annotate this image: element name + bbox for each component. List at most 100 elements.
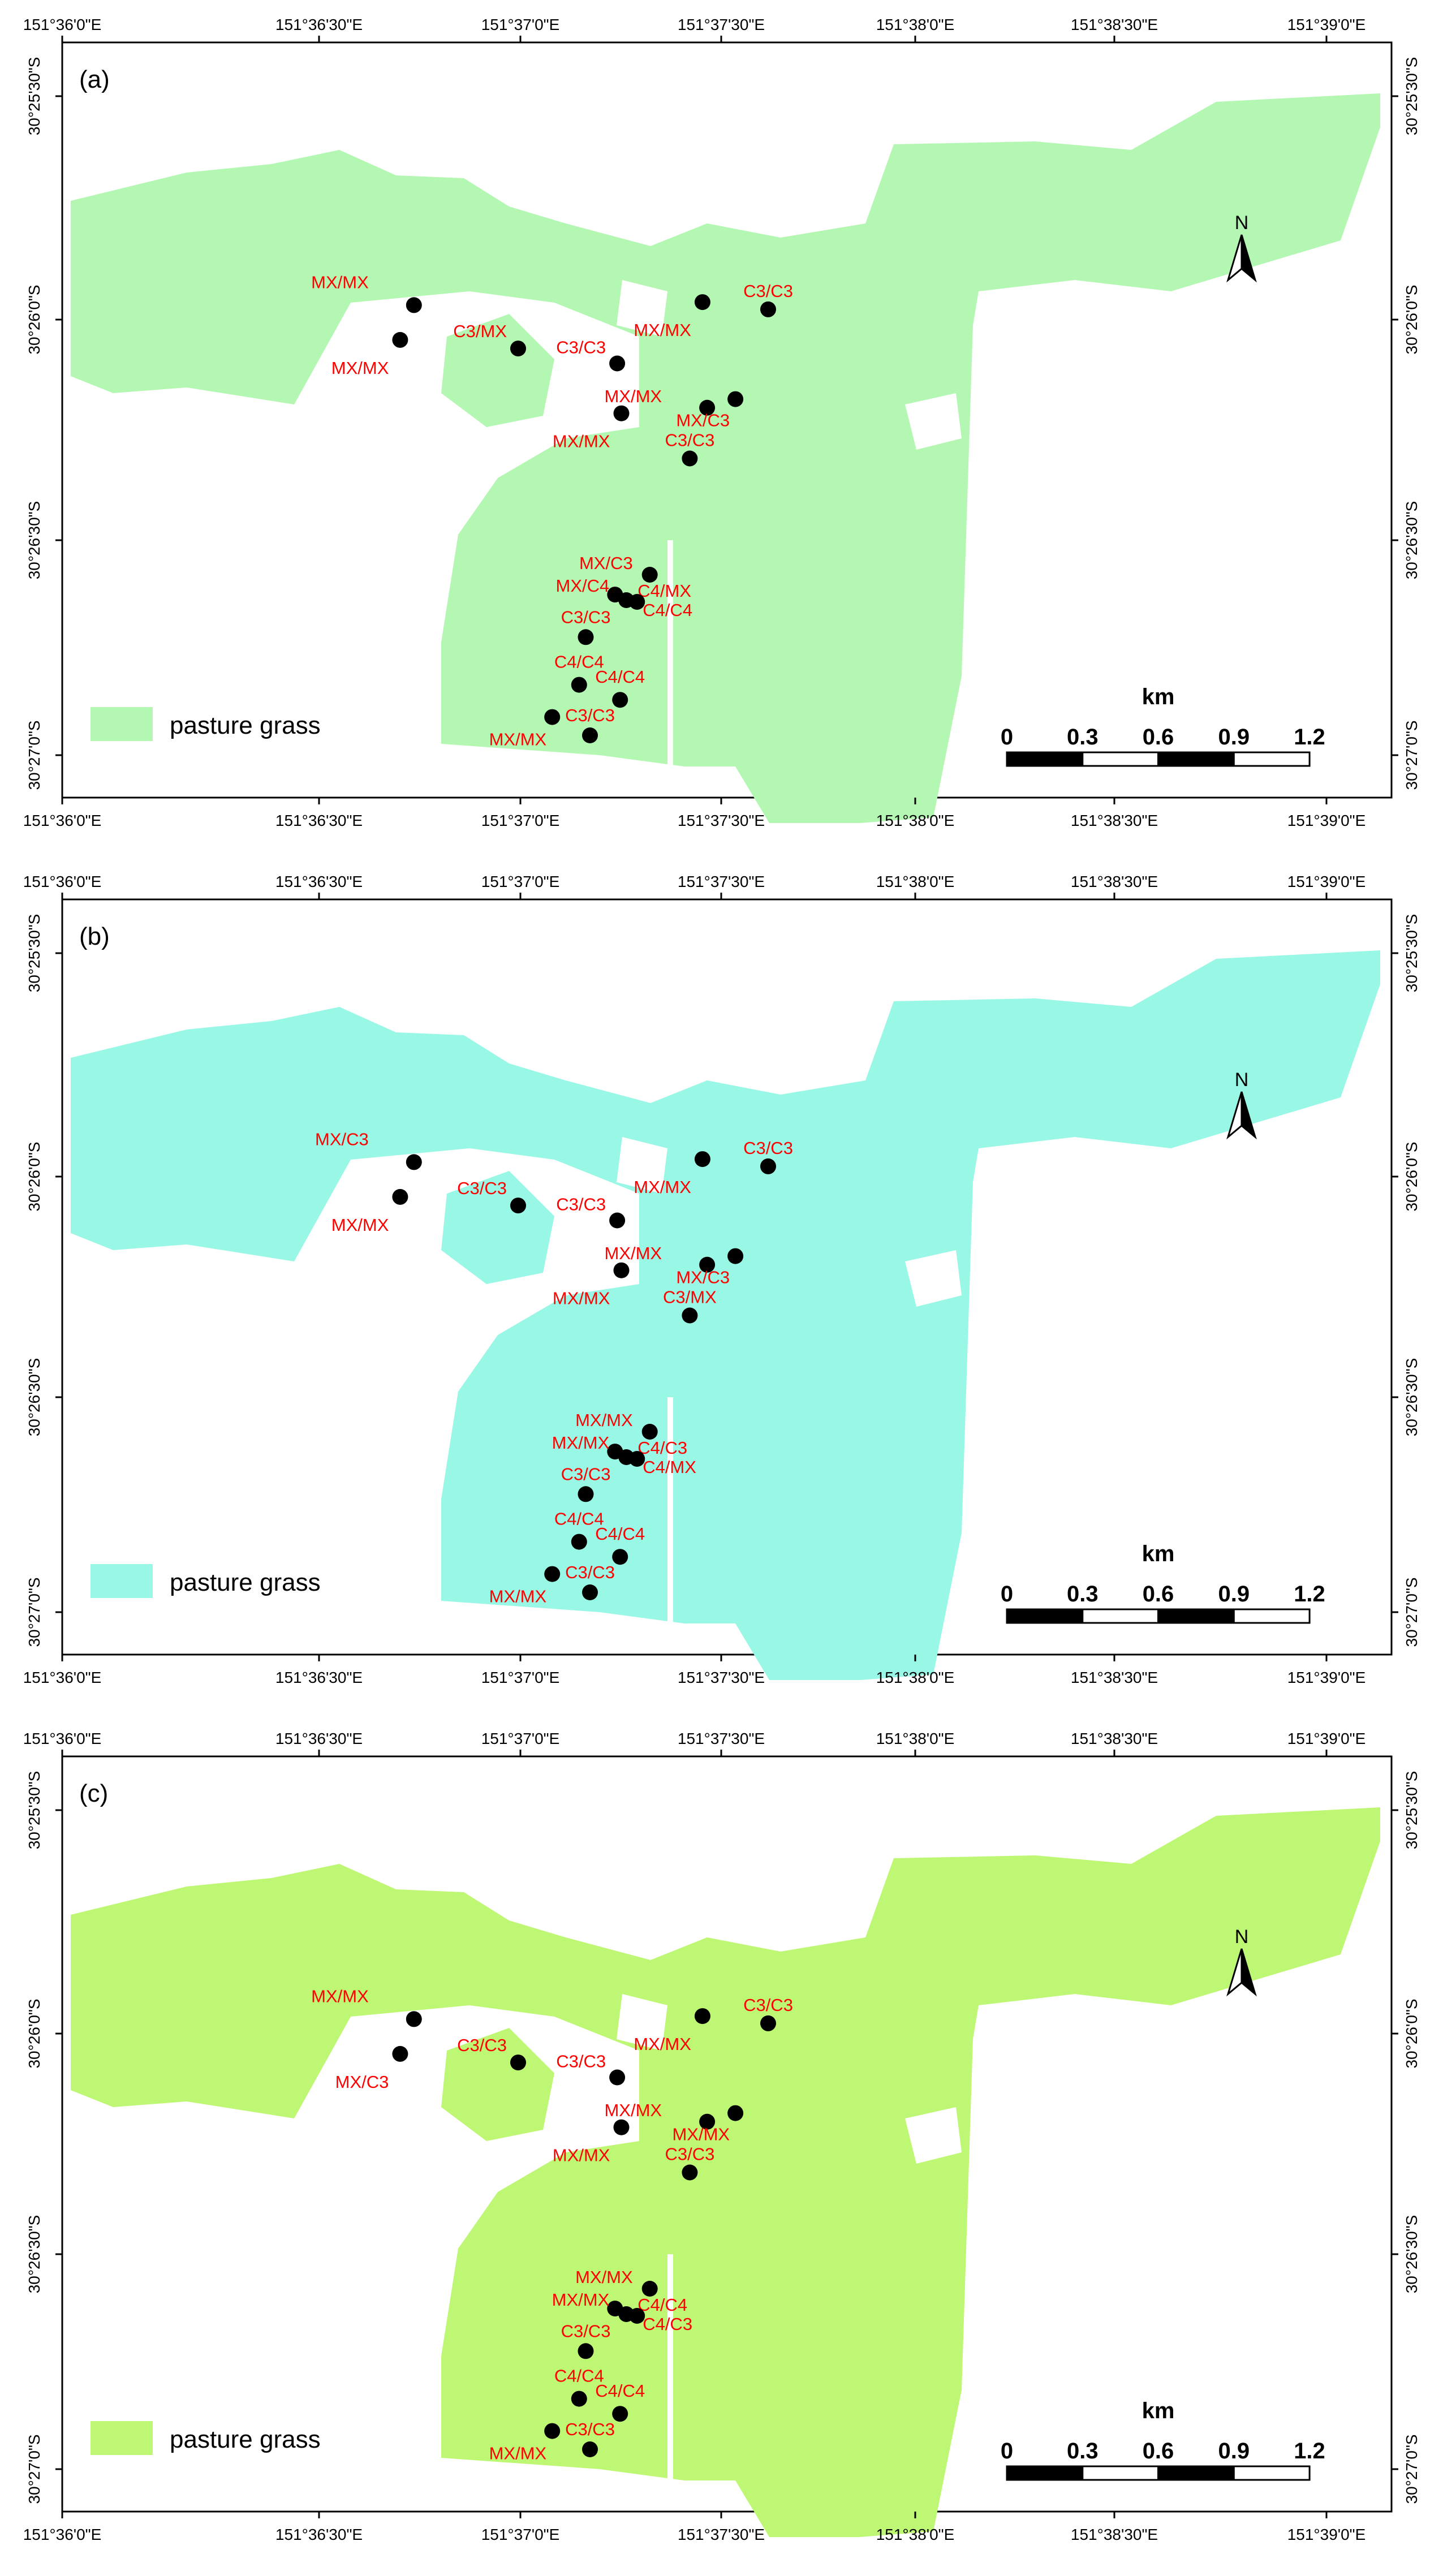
sample-site-label: C3/C3 <box>565 1562 615 1582</box>
scale-tick-label: 0.6 <box>1143 1582 1174 1606</box>
map-panel-b: (b) 151°36'0"E 151°36'0"E 151°36'30"E 151°36… <box>23 873 1420 1686</box>
legend-label: pasture grass <box>170 1569 321 1596</box>
lon-label-bottom: 151°37'30"E <box>678 812 765 829</box>
scale-tick-label: 0.9 <box>1218 2439 1250 2463</box>
sample-site-dot <box>510 1198 526 1214</box>
lon-label-top: 151°36'0"E <box>23 873 102 890</box>
lon-label-top: 151°37'0"E <box>481 1730 560 1747</box>
sample-site-dot <box>582 2441 598 2457</box>
sample-site-dot <box>609 355 626 372</box>
sample-site-label: C3/MX <box>453 321 507 341</box>
sample-site-dot <box>760 301 776 317</box>
sample-site-dot <box>609 1212 626 1229</box>
sample-site-dot <box>699 2113 716 2130</box>
sample-site-label: MX/MX <box>634 320 691 340</box>
sample-site-label: MX/MX <box>553 1289 610 1308</box>
north-arrow-label: N <box>1235 1926 1249 1948</box>
scale-tick-label: 0.6 <box>1143 2439 1174 2463</box>
scale-tick-label: 1.2 <box>1294 2439 1325 2463</box>
lon-label-top: 151°38'30"E <box>1071 1730 1158 1747</box>
lon-label-bottom: 151°36'30"E <box>275 1669 363 1686</box>
sample-site-dot <box>544 709 561 725</box>
lon-label-top: 151°36'30"E <box>275 16 363 33</box>
sample-site-label: C4/C4 <box>595 2381 645 2401</box>
scale-tick-label: 0.9 <box>1218 725 1250 750</box>
legend-label: pasture grass <box>170 712 321 739</box>
sample-site-label: MX/MX <box>575 2267 633 2287</box>
north-arrow-icon <box>1240 1948 1257 1997</box>
scale-segment <box>1157 2465 1235 2481</box>
lon-label-top: 151°39'0"E <box>1287 16 1366 33</box>
sample-site-dot <box>613 2119 630 2135</box>
sample-site-label: C3/C3 <box>665 430 714 450</box>
scale-segment <box>1233 2465 1311 2481</box>
lon-label-bottom: 151°39'0"E <box>1287 2526 1366 2543</box>
sample-site-dot <box>571 1534 587 1550</box>
sample-site-label: C4/C3 <box>643 2314 692 2334</box>
lat-label-left: 30°25'30"S <box>25 57 43 136</box>
scale-tick-label: 0 <box>1001 2439 1013 2463</box>
sample-site-dot <box>641 2281 658 2297</box>
sample-site-dot <box>641 1424 658 1440</box>
sample-site-label: MX/MX <box>331 358 389 378</box>
sample-site-label: C4/MX <box>643 1457 696 1477</box>
sample-site-label: MX/MX <box>634 2034 691 2054</box>
lon-label-bottom: 151°36'0"E <box>23 812 102 829</box>
sample-site-label: MX/C3 <box>579 553 633 573</box>
scale-segment <box>1082 751 1160 767</box>
lat-label-right: 30°26'30"S <box>1403 2215 1420 2294</box>
sample-site-dot <box>629 1451 645 1467</box>
lat-label-right: 30°26'0"S <box>1403 285 1420 354</box>
sample-site-label: C3/C3 <box>457 1178 507 1198</box>
scale-segment <box>1157 751 1235 767</box>
lon-label-bottom: 151°38'30"E <box>1071 812 1158 829</box>
lon-label-bottom: 151°39'0"E <box>1287 1669 1366 1686</box>
sample-site-label: C3/MX <box>663 1287 717 1307</box>
panel-label: (b) <box>79 923 110 950</box>
sample-site-label: C4/C4 <box>554 2366 604 2386</box>
sample-site-dot <box>510 2055 526 2071</box>
sample-site-label: MX/MX <box>489 1587 547 1606</box>
sample-site-dot <box>760 1158 776 1174</box>
sample-site-label: MX/MX <box>604 386 662 406</box>
sample-site-dot <box>582 1584 598 1600</box>
sample-site-dot <box>406 297 422 313</box>
sample-site-dot <box>578 2343 594 2359</box>
sample-site-dot <box>578 629 594 645</box>
scale-tick-label: 0.3 <box>1067 1582 1099 1606</box>
sample-site-label: MX/MX <box>634 1177 691 1197</box>
lat-label-right: 30°27'0"S <box>1403 1577 1420 1647</box>
scale-segment <box>1233 751 1311 767</box>
scale-segment <box>1082 2465 1160 2481</box>
sample-site-dot <box>727 2105 744 2121</box>
sample-site-label: C3/C3 <box>743 281 793 301</box>
sample-site-dot <box>612 1549 628 1565</box>
lon-label-bottom: 151°37'0"E <box>481 2526 560 2543</box>
panel-label: (a) <box>79 66 110 93</box>
sample-site-label: C3/C3 <box>556 338 606 358</box>
sample-site-dot <box>613 1262 630 1278</box>
sample-site-dot <box>392 2045 408 2062</box>
sample-site-label: MX/MX <box>604 1243 662 1263</box>
sample-site-label: C4/C4 <box>554 1509 604 1529</box>
sample-site-dot <box>544 2423 561 2439</box>
lat-label-right: 30°26'30"S <box>1403 501 1420 580</box>
sample-site-label: MX/MX <box>672 2125 730 2144</box>
sample-site-label: MX/MX <box>552 1433 610 1453</box>
sample-site-dot <box>510 341 526 357</box>
lon-label-top: 151°37'30"E <box>678 16 765 33</box>
sample-site-label: C4/C4 <box>595 1524 645 1544</box>
sample-site-label: C3/C3 <box>556 2052 606 2071</box>
legend-swatch <box>91 707 153 741</box>
sample-site-dot <box>612 2406 628 2422</box>
lon-label-bottom: 151°38'30"E <box>1071 2526 1158 2543</box>
north-arrow-label: N <box>1235 1069 1249 1091</box>
scale-tick-label: 0.9 <box>1218 1582 1250 1606</box>
lon-label-bottom: 151°36'30"E <box>275 812 363 829</box>
lon-label-bottom: 151°38'0"E <box>876 2526 955 2543</box>
sample-site-label: MX/MX <box>553 432 610 451</box>
map-panel-a: (a) 151°36'0"E 151°36'0"E 151°36'30"E 151°36… <box>23 16 1420 829</box>
lat-label-left: 30°27'0"S <box>25 1577 43 1647</box>
lat-label-left: 30°26'30"S <box>25 2215 43 2294</box>
